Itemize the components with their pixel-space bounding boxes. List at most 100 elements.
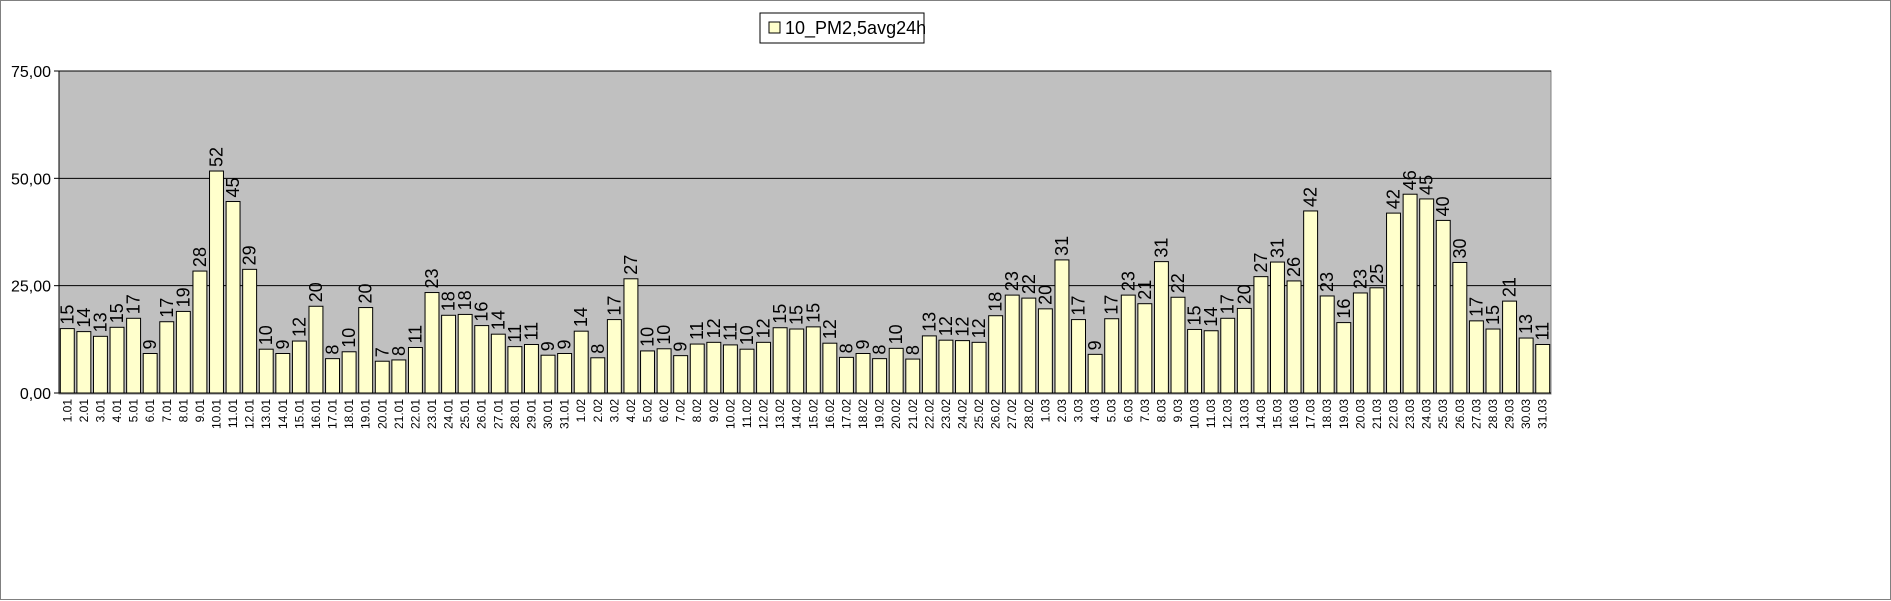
data-label: 9 bbox=[140, 339, 160, 349]
data-label: 27 bbox=[1251, 253, 1271, 273]
x-tick-label: 14.02 bbox=[790, 399, 804, 429]
bar bbox=[1153, 261, 1169, 394]
x-tick-label: 17.01 bbox=[326, 399, 340, 429]
x-tick-label: 28.01 bbox=[508, 399, 522, 429]
x-tick-label: 26.03 bbox=[1453, 399, 1467, 429]
data-label: 8 bbox=[323, 345, 343, 355]
bar bbox=[1104, 318, 1120, 394]
data-label: 11 bbox=[687, 321, 707, 340]
data-label: 10 bbox=[638, 327, 658, 347]
data-label: 10 bbox=[654, 325, 674, 345]
bar bbox=[706, 341, 722, 394]
bar bbox=[1220, 317, 1236, 394]
data-label: 14 bbox=[571, 307, 591, 327]
data-label: 13 bbox=[1516, 314, 1536, 334]
bar bbox=[1270, 261, 1285, 394]
x-tick-label: 10.02 bbox=[723, 399, 737, 429]
data-label: 17 bbox=[1218, 294, 1238, 314]
data-label: 15 bbox=[803, 303, 823, 323]
x-tick-label: 18.01 bbox=[342, 399, 356, 429]
x-tick-label: 6.02 bbox=[657, 399, 671, 423]
data-label: 42 bbox=[1384, 189, 1404, 209]
bar bbox=[1236, 307, 1252, 394]
x-tick-label: 1.01 bbox=[60, 399, 74, 423]
data-label: 15 bbox=[1185, 305, 1205, 325]
bar bbox=[1352, 292, 1368, 394]
data-label: 46 bbox=[1400, 170, 1420, 190]
data-label: 15 bbox=[770, 304, 790, 324]
bar bbox=[1120, 294, 1136, 394]
data-label: 15 bbox=[57, 305, 77, 325]
bar bbox=[109, 326, 125, 394]
bar bbox=[1286, 280, 1302, 394]
x-tick-label: 25.03 bbox=[1436, 399, 1450, 429]
data-label: 40 bbox=[1433, 196, 1453, 216]
data-labels: 1514131517917192852452910912208102078112… bbox=[57, 147, 1552, 357]
bar bbox=[209, 170, 224, 394]
bar bbox=[739, 348, 755, 394]
data-label: 16 bbox=[472, 302, 492, 322]
bar bbox=[391, 359, 407, 394]
data-label: 11 bbox=[1533, 322, 1553, 341]
legend-box bbox=[759, 12, 925, 44]
bar bbox=[822, 342, 838, 394]
bar bbox=[888, 347, 904, 394]
data-label: 8 bbox=[389, 346, 409, 356]
y-tick-label: 75,00 bbox=[11, 64, 51, 81]
data-label: 15 bbox=[787, 305, 807, 325]
bar bbox=[722, 344, 738, 394]
x-tick-label: 2.02 bbox=[591, 399, 605, 423]
x-tick-label: 6.01 bbox=[143, 399, 157, 423]
x-tick-label: 15.03 bbox=[1270, 399, 1284, 429]
x-tick-label: 11.01 bbox=[226, 399, 240, 428]
bar bbox=[258, 348, 274, 394]
bar bbox=[524, 343, 539, 394]
bar bbox=[573, 330, 589, 394]
bar bbox=[872, 358, 888, 394]
y-tick-label: 50,00 bbox=[11, 171, 51, 188]
x-tick-label: 8.01 bbox=[176, 399, 190, 423]
bar bbox=[955, 340, 970, 394]
data-label: 11 bbox=[521, 322, 541, 341]
data-label: 17 bbox=[157, 298, 177, 318]
bar bbox=[656, 348, 672, 394]
bar bbox=[374, 360, 390, 394]
bar bbox=[358, 307, 374, 394]
x-tick-label: 25.02 bbox=[972, 399, 986, 429]
bar bbox=[1485, 328, 1501, 394]
data-label: 8 bbox=[870, 345, 890, 355]
bar bbox=[540, 354, 556, 394]
y-tick-label: 25,00 bbox=[11, 279, 51, 296]
x-tick-label: 27.02 bbox=[1005, 399, 1019, 429]
x-tick-label: 28.03 bbox=[1486, 399, 1500, 429]
bar bbox=[1303, 210, 1319, 394]
x-tick-label: 11.02 bbox=[740, 399, 754, 428]
bar bbox=[291, 340, 307, 394]
bar bbox=[1187, 328, 1203, 394]
x-tick-label: 17.02 bbox=[839, 399, 853, 429]
x-tick-label: 5.01 bbox=[127, 399, 141, 423]
x-tick-label: 5.02 bbox=[641, 399, 655, 423]
plot-area bbox=[58, 70, 1552, 395]
x-tick-label: 14.01 bbox=[276, 399, 290, 429]
data-label: 45 bbox=[223, 177, 243, 197]
bar bbox=[1369, 287, 1385, 394]
x-tick-label: 1.03 bbox=[1038, 399, 1052, 423]
x-tick-label: 4.02 bbox=[624, 399, 638, 423]
bar bbox=[341, 351, 357, 394]
bar bbox=[441, 314, 457, 394]
data-label: 10 bbox=[256, 325, 276, 345]
data-label: 25 bbox=[1367, 264, 1387, 284]
x-tick-label: 10.01 bbox=[209, 399, 223, 429]
bar bbox=[1170, 296, 1186, 394]
x-tick-label: 7.03 bbox=[1138, 399, 1152, 423]
x-tick-label: 12.01 bbox=[243, 399, 257, 429]
bar bbox=[457, 313, 473, 394]
data-label: 14 bbox=[74, 308, 94, 328]
legend-swatch bbox=[768, 21, 781, 34]
bar bbox=[1435, 219, 1451, 394]
data-label: 11 bbox=[505, 324, 525, 343]
x-tick-label: 11.03 bbox=[1204, 399, 1218, 428]
x-axis-labels: 1.01 2.01 3.01 4.01 5.01 6.01 7.01 8.01 9.01 10.0… bbox=[60, 399, 1549, 429]
